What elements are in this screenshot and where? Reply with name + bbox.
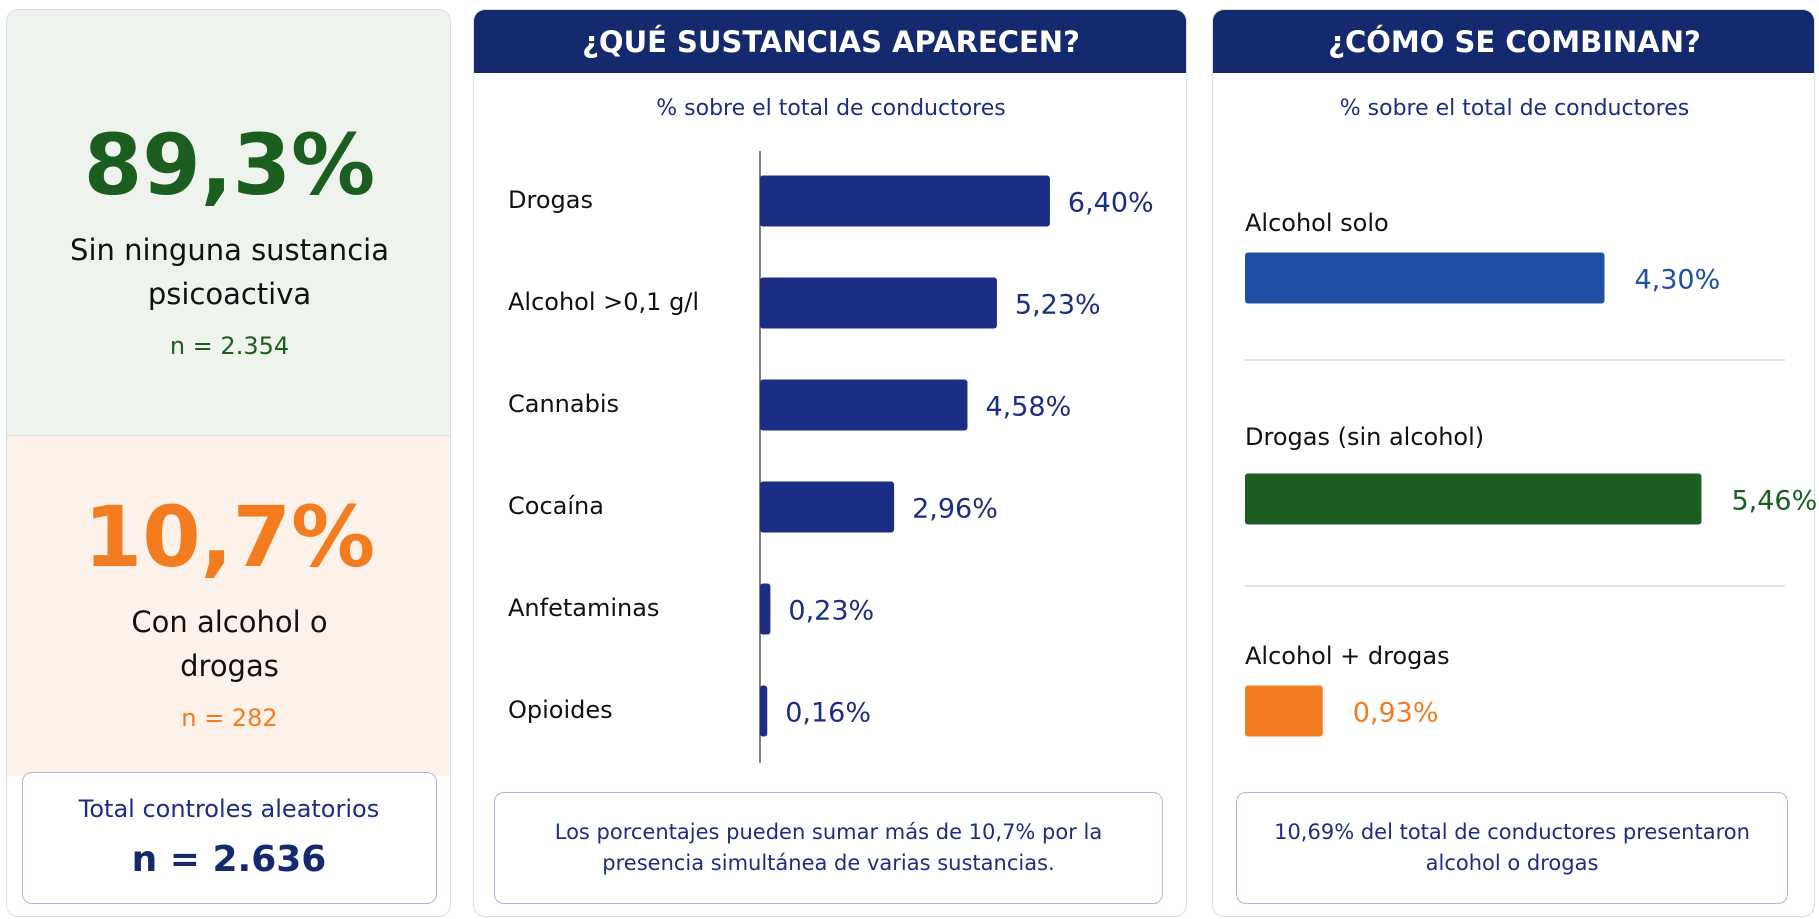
chart-note: Los porcentajes pueden sumar más de 10,7…	[494, 792, 1163, 904]
category-label: Cannabis	[508, 390, 619, 418]
category-label: Cocaína	[508, 492, 604, 520]
without-label: Sin ninguna sustancia psicoactiva	[70, 233, 389, 311]
value-label: 2,96%	[912, 494, 998, 525]
bar	[760, 583, 771, 635]
combination-panel: ¿CÓMO SE COMBINAN? % sobre el total de c…	[1212, 9, 1815, 917]
bar	[760, 685, 768, 737]
category-label: Drogas (sin alcohol)	[1245, 423, 1484, 451]
total-box: Total controles aleatorios n = 2.636	[22, 772, 437, 904]
category-label: Anfetaminas	[508, 594, 659, 622]
without-n: n = 2.354	[169, 332, 290, 360]
total-label: Total controles aleatorios	[78, 795, 380, 823]
value-label: 6,40%	[1068, 188, 1154, 219]
value-label: 0,23%	[788, 596, 874, 627]
category-label: Alcohol >0,1 g/l	[508, 288, 699, 316]
category-label: Alcohol solo	[1245, 209, 1389, 237]
category-label: Drogas	[508, 186, 593, 214]
total-n: n = 2.636	[131, 839, 327, 880]
chart-title: ¿QUÉ SUSTANCIAS APARECEN?	[474, 10, 1186, 73]
chart-subtitle: % sobre el total de conductores	[656, 96, 1006, 121]
bar	[760, 277, 997, 329]
bar	[760, 481, 895, 533]
without-section	[7, 10, 450, 436]
category-label: Alcohol + drogas	[1245, 642, 1450, 670]
value-label: 5,46%	[1731, 486, 1817, 517]
with-n: n = 282	[181, 704, 278, 732]
category-label: Opioides	[508, 696, 613, 724]
bar	[1245, 685, 1323, 737]
chart-note: 10,69% del total de conductores presenta…	[1236, 792, 1788, 904]
summary-panel: 89,3% Sin ninguna sustancia psicoactiva …	[6, 9, 451, 917]
bar	[1245, 252, 1605, 304]
value-label: 5,23%	[1015, 290, 1101, 321]
value-label: 0,93%	[1353, 698, 1439, 729]
without-percent: 89,3%	[83, 116, 376, 214]
with-section	[7, 436, 450, 776]
bar	[1245, 473, 1702, 525]
value-label: 0,16%	[785, 698, 871, 729]
value-label: 4,30%	[1634, 265, 1720, 296]
value-label: 4,58%	[985, 392, 1071, 423]
chart-subtitle: % sobre el total de conductores	[1339, 96, 1690, 121]
bar	[760, 379, 968, 431]
bar	[760, 175, 1050, 227]
with-label: Con alcohol o drogas	[131, 605, 328, 683]
with-percent: 10,7%	[83, 488, 376, 586]
substances-panel: ¿QUÉ SUSTANCIAS APARECEN? % sobre el tot…	[473, 9, 1187, 917]
chart-title: ¿CÓMO SE COMBINAN?	[1213, 10, 1814, 73]
